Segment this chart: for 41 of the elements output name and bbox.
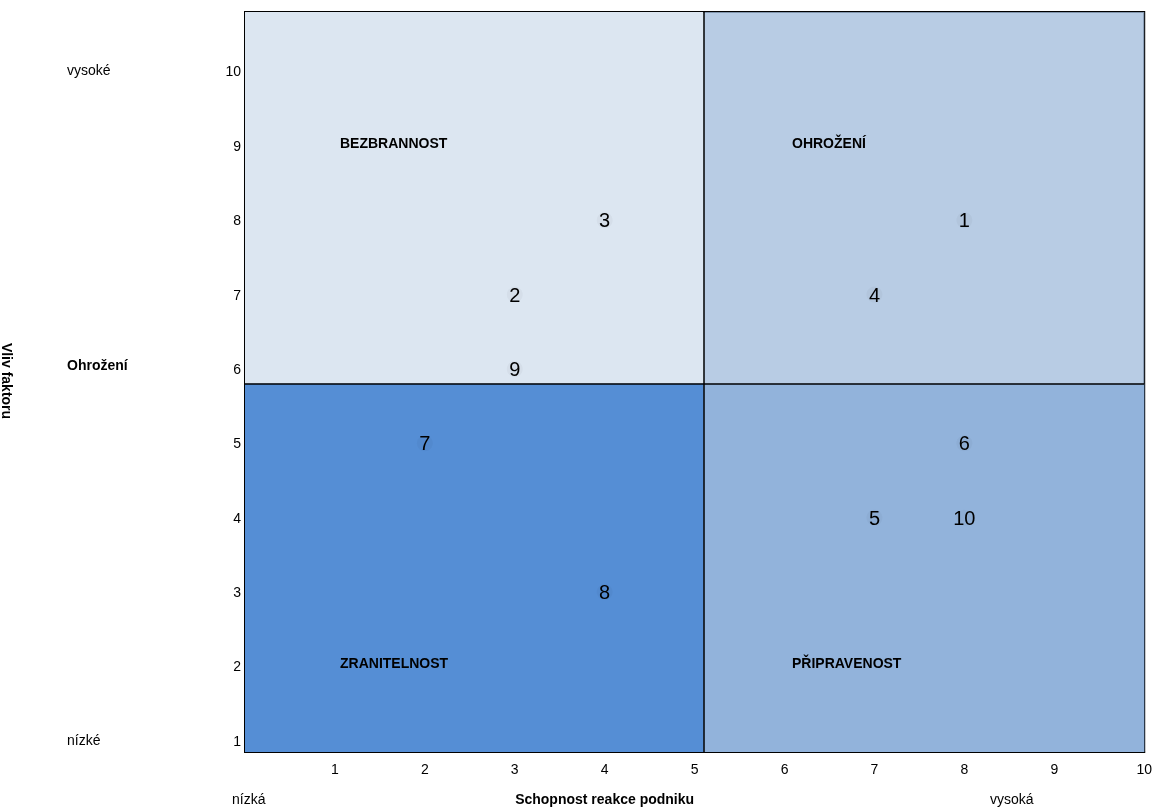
series-label: 6 xyxy=(958,432,970,455)
annotation: ZRANITELNOST xyxy=(340,655,449,671)
series-label: 5 xyxy=(868,506,881,529)
text: vysoké xyxy=(67,62,111,78)
annotation: PŘIPRAVENOST xyxy=(792,654,902,671)
x-tick-label: 6 xyxy=(780,761,789,777)
x-tick-label: 5 xyxy=(690,761,699,777)
y-tick-label: 9 xyxy=(233,137,242,154)
y-tick-label: 7 xyxy=(233,286,242,303)
x-tick-label: 2 xyxy=(420,761,429,777)
text: nízká xyxy=(232,791,266,807)
y-tick-label: 10 xyxy=(225,63,242,80)
y-tick-label: 5 xyxy=(233,435,242,452)
series-label: 1 xyxy=(958,209,970,232)
text: vysoká xyxy=(990,791,1034,807)
y-tick-label: 8 xyxy=(233,212,242,229)
series-label: 9 xyxy=(509,357,521,380)
series-label: 10 xyxy=(953,506,976,529)
text: Vliv faktoru xyxy=(0,342,15,420)
x-tick-label: 8 xyxy=(960,761,969,777)
y-tick-label: 2 xyxy=(233,658,242,675)
x-tick-label: 4 xyxy=(600,761,609,777)
annotation: OHROŽENÍ xyxy=(792,134,867,151)
x-tick-label: 9 xyxy=(1050,761,1059,777)
series-label: 3 xyxy=(599,209,611,232)
series-label: 2 xyxy=(509,283,521,306)
y-tick-label: 4 xyxy=(233,509,242,526)
series-label: 7 xyxy=(419,432,431,455)
series-label: 8 xyxy=(599,581,611,604)
x-axis-title: Schopnost reakce podniku xyxy=(515,791,695,807)
y-tick-label: 1 xyxy=(233,732,242,749)
text: nízké xyxy=(67,732,101,748)
x-tick-label: 10 xyxy=(1136,761,1153,777)
x-tick-label: 7 xyxy=(870,761,879,777)
series-label: 4 xyxy=(868,283,881,306)
text: Ohrožení xyxy=(67,357,129,373)
x-tick-label: 1 xyxy=(331,761,340,777)
y-tick-label: 6 xyxy=(233,360,242,377)
x-tick-label: 3 xyxy=(510,761,519,777)
y-tick-label: 3 xyxy=(233,584,242,601)
annotation: BEZBRANNOST xyxy=(340,135,448,151)
